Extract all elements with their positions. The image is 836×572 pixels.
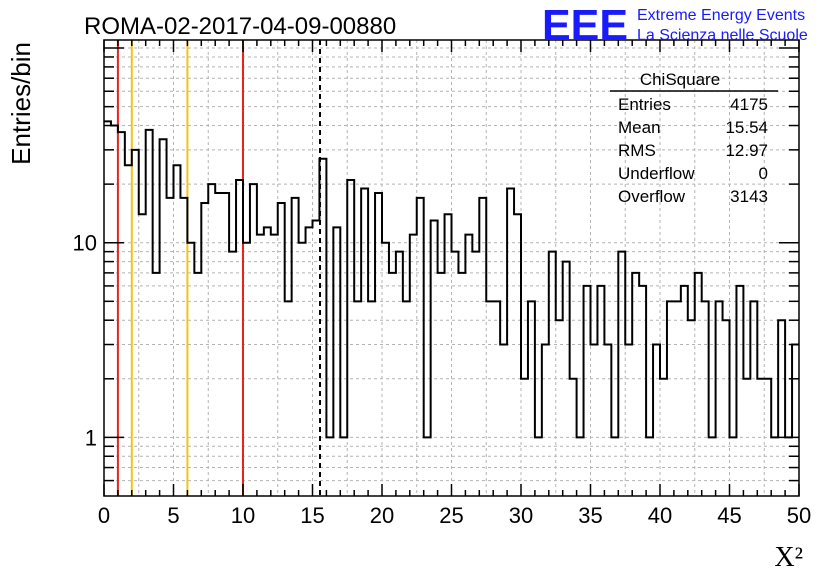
x-tick-label: 45 — [717, 503, 741, 528]
org-name-line2: La Scienza nelle Scuole — [637, 27, 808, 44]
x-tick-label: 35 — [578, 503, 602, 528]
x-tick-label: 5 — [167, 503, 179, 528]
stats-label-underflow: Underflow — [618, 164, 695, 183]
x-tick-label: 10 — [231, 503, 255, 528]
x-tick-label: 25 — [439, 503, 463, 528]
stats-label-mean: Mean — [618, 118, 661, 137]
x-axis-label: X² — [774, 542, 803, 572]
chart-title: ROMA-02-2017-04-09-00880 — [84, 13, 396, 40]
x-tick-label: 0 — [98, 503, 110, 528]
stats-title: ChiSquare — [640, 70, 720, 89]
stats-box: ChiSquare Entries 4175 Mean 15.54 RMS 12… — [610, 70, 778, 206]
axis-ticks: 0 5 10 15 20 25 30 35 40 45 50 1 10 — [73, 40, 811, 528]
eee-logo: EEE — [542, 1, 628, 50]
x-tick-label: 30 — [509, 503, 533, 528]
stats-value-entries: 4175 — [730, 95, 768, 114]
stats-value-underflow: 0 — [759, 164, 768, 183]
stats-label-entries: Entries — [618, 95, 671, 114]
x-tick-label: 50 — [787, 503, 811, 528]
stats-label-rms: RMS — [618, 141, 656, 160]
x-tick-label: 40 — [648, 503, 672, 528]
stats-value-mean: 15.54 — [725, 118, 768, 137]
org-name-line1: Extreme Energy Events — [637, 7, 805, 24]
x-tick-label: 20 — [370, 503, 394, 528]
y-tick-label: 10 — [73, 231, 97, 256]
stats-label-overflow: Overflow — [618, 187, 686, 206]
y-axis-label: Entries/bin — [6, 42, 36, 165]
histogram-line — [104, 120, 799, 439]
x-tick-label: 15 — [300, 503, 324, 528]
stats-value-rms: 12.97 — [725, 141, 768, 160]
y-tick-label: 1 — [85, 425, 97, 450]
grid — [104, 40, 799, 496]
marker-lines — [116, 40, 322, 496]
stats-value-overflow: 3143 — [730, 187, 768, 206]
